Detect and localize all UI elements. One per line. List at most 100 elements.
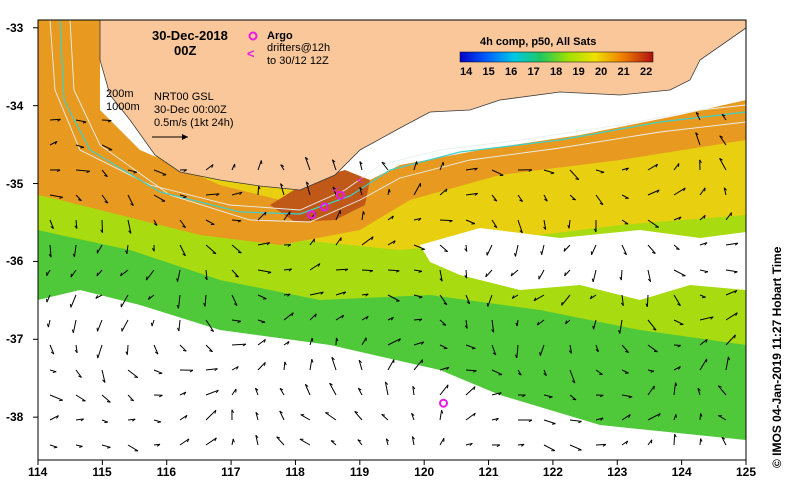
- y-tick-label: -36: [6, 254, 24, 269]
- velocity-arrowhead: [215, 389, 219, 394]
- velocity-arrow-icon: [673, 366, 681, 371]
- velocity-arrowhead: [280, 164, 285, 167]
- velocity-arrowhead: [471, 347, 476, 350]
- velocity-arrowhead: [255, 434, 259, 439]
- velocity-arrowhead: [154, 351, 159, 355]
- velocity-arrowhead: [602, 443, 607, 447]
- velocity-arrowhead: [721, 436, 726, 440]
- velocity-arrow-icon: [330, 440, 337, 446]
- velocity-arrow-icon: [673, 319, 684, 325]
- velocity-arrowhead: [734, 334, 736, 339]
- velocity-arrow-icon: [179, 194, 187, 198]
- velocity-arrow-icon: [725, 289, 738, 296]
- colorbar-tick-label: 14: [460, 66, 473, 78]
- velocity-arrow-icon: [592, 269, 597, 283]
- velocity-arrow-icon: [205, 409, 217, 421]
- velocity-arrowhead: [511, 295, 515, 299]
- velocity-arrow-icon: [205, 164, 214, 171]
- velocity-arrowhead: [623, 252, 627, 256]
- velocity-arrow-icon: [621, 219, 629, 225]
- velocity-arrowhead: [441, 410, 444, 414]
- velocity-arrow-icon: [178, 294, 181, 309]
- velocity-arrow-icon: [569, 344, 572, 354]
- velocity-arrow-icon: [673, 434, 676, 446]
- velocity-arrow-icon: [543, 444, 556, 452]
- velocity-arrow-icon: [179, 219, 187, 228]
- velocity-arrow-icon: [621, 440, 628, 446]
- velocity-arrow-icon: [205, 219, 215, 225]
- velocity-arrow-icon: [153, 169, 167, 176]
- velocity-arrowhead: [474, 167, 478, 171]
- velocity-arrowhead: [183, 196, 187, 199]
- velocity-arrowhead: [104, 174, 108, 178]
- velocity-arrowhead: [74, 349, 78, 354]
- velocity-arrowhead: [703, 215, 706, 219]
- velocity-arrowhead: [675, 248, 680, 250]
- velocity-arrowhead: [176, 278, 179, 282]
- velocity-arrowhead: [203, 302, 206, 307]
- velocity-arrow-icon: [97, 344, 103, 359]
- velocity-arrowhead: [329, 382, 333, 386]
- velocity-arrow-icon: [647, 319, 657, 331]
- velocity-arrow-icon: [591, 244, 597, 256]
- velocity-arrowhead: [79, 445, 83, 448]
- velocity-arrow-icon: [120, 269, 129, 277]
- velocity-arrow-icon: [647, 413, 661, 421]
- velocity-arrowhead: [416, 161, 418, 165]
- velocity-arrow-icon: [309, 238, 315, 246]
- velocity-arrowhead: [543, 226, 547, 230]
- colorbar-tick-label: 19: [572, 66, 585, 78]
- velocity-arrow-icon: [413, 294, 423, 298]
- velocity-arrowhead: [625, 350, 629, 353]
- velocity-arrow-icon: [465, 167, 478, 171]
- velocity-arrowhead: [652, 328, 657, 331]
- velocity-arrowhead: [647, 278, 651, 283]
- velocity-arrow-icon: [699, 338, 708, 346]
- velocity-arrow-icon: [304, 384, 311, 396]
- scale-label: 0.5m/s (1kt 24h): [154, 117, 234, 129]
- velocity-arrowhead: [656, 189, 660, 194]
- velocity-arrowhead: [578, 420, 582, 424]
- velocity-arrow-icon: [699, 413, 702, 421]
- velocity-arrowhead: [486, 303, 489, 307]
- velocity-arrow-icon: [387, 269, 400, 272]
- velocity-arrowhead: [176, 304, 179, 309]
- velocity-arrowhead: [473, 386, 476, 391]
- velocity-arrow-icon: [75, 169, 90, 172]
- velocity-arrowhead: [210, 329, 214, 332]
- velocity-arrow-icon: [283, 361, 286, 371]
- contour-1000m: [69, 20, 746, 223]
- velocity-arrowhead: [645, 303, 648, 308]
- velocity-arrow-icon: [359, 161, 363, 171]
- velocity-arrowhead: [385, 381, 389, 385]
- velocity-arrow-icon: [387, 215, 394, 221]
- velocity-arrowhead: [443, 302, 448, 306]
- velocity-arrowhead: [550, 172, 555, 175]
- velocity-arrow-icon: [179, 438, 190, 446]
- velocity-arrow-icon: [205, 244, 217, 254]
- velocity-arrowhead: [78, 199, 82, 202]
- velocity-arrow-icon: [146, 269, 155, 281]
- velocity-arrowhead: [106, 446, 111, 449]
- velocity-arrow-icon: [49, 244, 52, 258]
- velocity-arrow-icon: [309, 359, 313, 371]
- velocity-arrowhead: [235, 275, 239, 278]
- velocity-arrowhead: [102, 379, 106, 383]
- velocity-arrowhead: [150, 322, 153, 327]
- velocity-arrow-icon: [465, 319, 468, 329]
- velocity-arrow-icon: [465, 192, 478, 196]
- velocity-arrow-icon: [439, 438, 445, 446]
- cloud-gap-south: [38, 300, 746, 460]
- argo-float-icon: [439, 398, 448, 408]
- velocity-arrow-icon: [231, 294, 238, 306]
- velocity-arrow-icon: [487, 294, 493, 307]
- velocity-arrowhead: [398, 338, 401, 342]
- credit-label: © IMOS 04-Jan-2019 11:27 Hobart Time: [770, 246, 784, 468]
- velocity-arrowhead: [365, 316, 369, 320]
- velocity-arrow-icon: [231, 343, 246, 346]
- product-time-label: 30-Dec 00:00Z: [154, 104, 227, 116]
- colorbar-tick-label: 15: [482, 66, 495, 78]
- velocity-arrowhead: [258, 185, 261, 190]
- velocity-arrow-icon: [543, 194, 548, 202]
- velocity-arrowhead: [357, 439, 362, 442]
